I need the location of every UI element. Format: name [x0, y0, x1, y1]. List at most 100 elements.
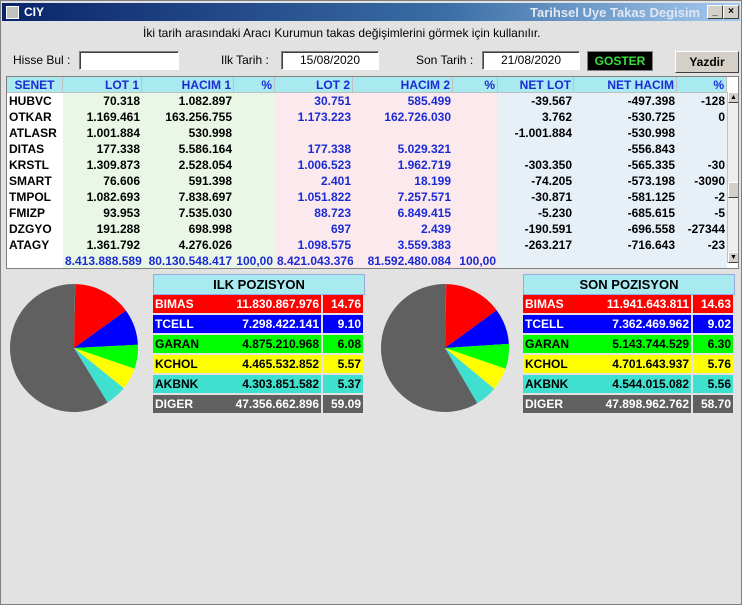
position-percent: 58.70: [693, 395, 733, 413]
son-pozisyon-title: SON POZISYON: [523, 274, 735, 295]
column-header[interactable]: NET HACIM: [574, 77, 677, 93]
table-cell: 591.398: [142, 173, 234, 189]
position-symbol: GARAN: [525, 337, 569, 351]
table-cell: 177.338: [275, 141, 353, 157]
position-percent: 14.63: [693, 295, 733, 313]
position-row-kchol: KCHOL 4.465.532.852: [153, 355, 321, 373]
position-value: 5.143.744.529: [612, 337, 689, 351]
position-row-bimas: BIMAS 11.941.643.811: [523, 295, 691, 313]
yazdir-button[interactable]: Yazdir: [675, 51, 739, 73]
table-cell: [234, 141, 275, 157]
table-cell: 2.439: [353, 221, 453, 237]
table-row-symbol: SMART: [7, 173, 63, 189]
pie-slice-diger: [381, 284, 478, 412]
ilk-tarih-label: Ilk Tarih :: [221, 53, 269, 67]
table-cell: -573.198: [574, 173, 677, 189]
table-cell: 7.838.697: [142, 189, 234, 205]
hisse-search-input[interactable]: [79, 51, 179, 70]
table-cell: 6.849.415: [353, 205, 453, 221]
column-header[interactable]: LOT 1: [63, 77, 142, 93]
pie-slice-bimas: [445, 284, 497, 348]
column-header[interactable]: SENET: [7, 77, 63, 93]
table-cell: -30.871: [498, 189, 574, 205]
son-tarih-input[interactable]: 21/08/2020: [482, 51, 580, 70]
table-cell: 7.257.571: [353, 189, 453, 205]
table-cell: -128: [677, 93, 727, 109]
scroll-thumb[interactable]: [728, 182, 738, 198]
total-cell: 8.413.888.589: [63, 253, 142, 268]
position-symbol: AKBNK: [525, 377, 569, 391]
position-symbol: TCELL: [525, 317, 564, 331]
table-cell: [453, 221, 498, 237]
position-percent: 5.57: [323, 355, 363, 373]
table-cell: -30: [677, 157, 727, 173]
table-cell: 177.338: [63, 141, 142, 157]
total-cell: 100,00: [453, 253, 498, 268]
table-cell: 0: [677, 109, 727, 125]
table-cell: -5.230: [498, 205, 574, 221]
ilk-pozisyon-title: ILK POZISYON: [153, 274, 365, 295]
table-cell: -39.567: [498, 93, 574, 109]
takas-table[interactable]: ▲ ▼ SENET LOT 1 HACIM 1% LOT 2 HACIM 2% NET L…: [6, 76, 739, 269]
table-cell: [275, 125, 353, 141]
total-cell: [498, 253, 574, 268]
pie-slice-diger: [10, 284, 108, 412]
column-header[interactable]: NET LOT: [498, 77, 574, 93]
table-cell: 76.606: [63, 173, 142, 189]
column-header[interactable]: HACIM 1: [142, 77, 234, 93]
pie-slice-akbnk: [74, 348, 124, 403]
table-cell: 3.559.383: [353, 237, 453, 253]
table-cell: [498, 141, 574, 157]
table-cell: 1.173.223: [275, 109, 353, 125]
position-value: 11.941.643.811: [606, 297, 689, 311]
column-header[interactable]: %: [453, 77, 498, 93]
position-value: 4.465.532.852: [242, 357, 319, 371]
column-header[interactable]: %: [677, 77, 727, 93]
position-percent: 5.76: [693, 355, 733, 373]
table-row-symbol: DITAS: [7, 141, 63, 157]
table-row-symbol: HUBVC: [7, 93, 63, 109]
son-pie-chart: [381, 284, 509, 412]
position-row-tcell: TCELL 7.298.422.141: [153, 315, 321, 333]
table-cell: [453, 157, 498, 173]
position-row-tcell: TCELL 7.362.469.962: [523, 315, 691, 333]
total-cell: 8.421.043.376: [275, 253, 353, 268]
minimize-icon[interactable]: _: [707, 5, 723, 19]
table-cell: 162.726.030: [353, 109, 453, 125]
position-row-kchol: KCHOL 4.701.643.937: [523, 355, 691, 373]
table-cell: [234, 157, 275, 173]
position-percent: 9.02: [693, 315, 733, 333]
column-header[interactable]: HACIM 2: [353, 77, 453, 93]
total-cell: 100,00: [234, 253, 275, 268]
table-cell: [234, 189, 275, 205]
table-cell: 5.029.321: [353, 141, 453, 157]
table-cell: 1.098.575: [275, 237, 353, 253]
table-cell: [453, 125, 498, 141]
table-row-symbol: TMPOL: [7, 189, 63, 205]
table-cell: -3090: [677, 173, 727, 189]
goster-button[interactable]: GOSTER: [587, 51, 653, 71]
column-header[interactable]: LOT 2: [275, 77, 353, 93]
table-cell: -685.615: [574, 205, 677, 221]
ilk-tarih-input[interactable]: 15/08/2020: [281, 51, 379, 70]
position-symbol: DIGER: [525, 397, 564, 411]
table-cell: -581.125: [574, 189, 677, 205]
column-header[interactable]: %: [234, 77, 275, 93]
table-cell: -23: [677, 237, 727, 253]
table-cell: [234, 205, 275, 221]
table-cell: 1.051.822: [275, 189, 353, 205]
table-cell: -190.591: [498, 221, 574, 237]
table-cell: 1.361.792: [63, 237, 142, 253]
scroll-up-icon[interactable]: ▲: [728, 92, 738, 103]
table-scrollbar[interactable]: ▲ ▼: [727, 92, 738, 263]
pie-slice-garan: [74, 344, 138, 369]
scroll-down-icon[interactable]: ▼: [728, 252, 738, 263]
ilk-pie-chart: [10, 284, 138, 412]
position-percent: 6.30: [693, 335, 733, 353]
table-cell: 697: [275, 221, 353, 237]
close-icon[interactable]: ×: [723, 5, 739, 19]
table-cell: -716.643: [574, 237, 677, 253]
title-bar[interactable]: CIY Tarihsel Uye Takas Degisim _ ×: [2, 3, 740, 21]
pie-slice-bimas: [74, 284, 126, 348]
